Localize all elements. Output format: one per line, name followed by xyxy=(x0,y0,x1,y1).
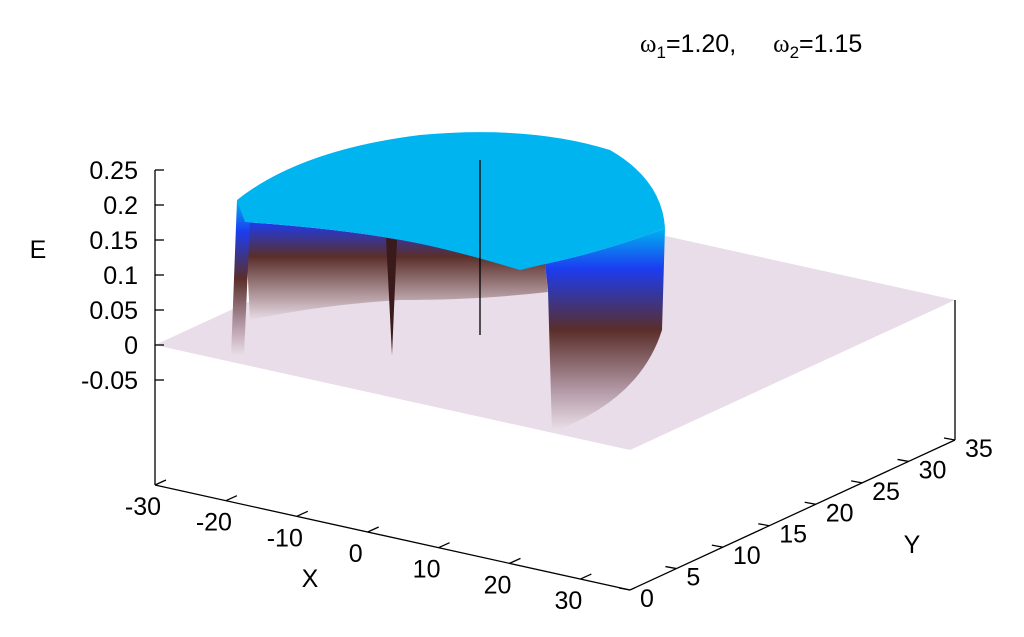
x-tick-label: 0 xyxy=(349,540,363,568)
z-tick-label: 0.25 xyxy=(89,157,138,185)
title-symbol: ω xyxy=(773,31,789,58)
title: ω1=1.20, ω2=1.15 xyxy=(640,30,862,62)
z-tick-label: 0.1 xyxy=(103,262,138,290)
y-tick-label: 0 xyxy=(640,585,654,613)
y-tick xyxy=(618,587,631,591)
x-tick-label: -20 xyxy=(196,509,232,537)
y-tick-label: 35 xyxy=(965,435,993,463)
x-axis-label: X xyxy=(302,565,319,593)
y-tick xyxy=(711,544,723,548)
dip xyxy=(386,238,397,355)
x-tick-label: 30 xyxy=(554,587,582,615)
plateau xyxy=(237,132,665,270)
inner-wall xyxy=(245,222,548,320)
y-tick xyxy=(665,565,677,570)
x-tick-label: 20 xyxy=(484,571,512,599)
y-tick xyxy=(851,480,863,484)
x-tick-label: 10 xyxy=(413,556,441,584)
x-tick xyxy=(580,573,592,580)
z-tick-label: 0 xyxy=(124,332,138,360)
y-tick xyxy=(897,458,909,463)
y-tick-label: 30 xyxy=(919,456,947,484)
y-tick-label: 20 xyxy=(826,499,854,527)
y-tick xyxy=(943,437,956,441)
y-tick-label: 15 xyxy=(779,521,807,549)
y-tick-label: 10 xyxy=(733,542,761,570)
y-axis-label: Y xyxy=(904,531,921,559)
x-axis xyxy=(154,484,631,591)
z-tick-label: 0.15 xyxy=(89,227,138,255)
title-symbol: ω xyxy=(640,31,656,58)
x-tick-label: -10 xyxy=(267,524,303,552)
z-tick-label: 0.05 xyxy=(89,297,138,325)
y-tick-label: 5 xyxy=(686,564,700,592)
right-wall xyxy=(545,228,665,432)
title-subscript: 1 xyxy=(656,43,665,62)
title-value: =1.15 xyxy=(799,30,862,58)
y-tick xyxy=(804,501,816,505)
title-value: =1.20, xyxy=(666,30,736,58)
z-axis-label: E xyxy=(30,236,47,264)
x-tick xyxy=(225,495,238,502)
y-tick xyxy=(758,523,770,527)
x-tick-label: -30 xyxy=(125,493,161,521)
x-tick xyxy=(367,526,379,533)
left-wall xyxy=(231,200,250,357)
y-axis xyxy=(629,439,956,591)
surface xyxy=(155,132,955,450)
x-tick xyxy=(438,542,450,549)
y-tick-label: 25 xyxy=(872,478,900,506)
x-tick xyxy=(509,557,521,564)
x-tick xyxy=(154,479,167,486)
z-tick-label: 0.2 xyxy=(103,192,138,220)
z-tick-label: -0.05 xyxy=(81,367,138,395)
title-subscript: 2 xyxy=(790,43,799,62)
x-tick xyxy=(296,510,309,517)
